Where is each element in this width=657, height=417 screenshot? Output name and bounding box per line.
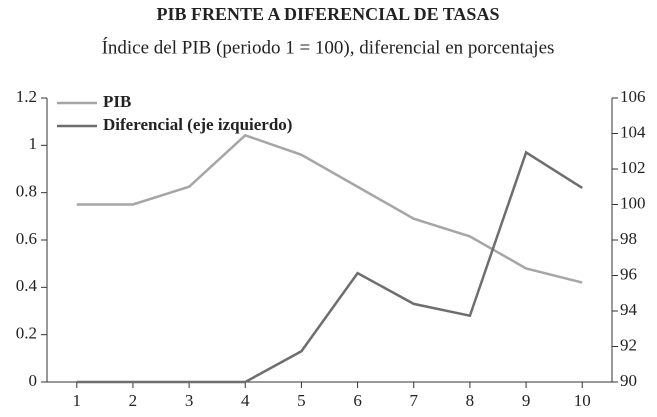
x-tick-label: 5 — [297, 391, 306, 410]
y-tick-label: 0 — [29, 371, 38, 390]
chart-title: PIB FRENTE A DIFERENCIAL DE TASAS — [157, 4, 500, 24]
y-tick-label: 0.4 — [16, 276, 38, 295]
x-tick-label: 3 — [185, 391, 194, 410]
chart-subtitle: Índice del PIB (periodo 1 = 100), difere… — [102, 36, 555, 58]
x-tick-label: 8 — [466, 391, 475, 410]
legend-label: Diferencial (eje izquierdo) — [103, 115, 292, 134]
y2-tick-label: 92 — [620, 335, 637, 354]
x-tick-label: 4 — [241, 391, 250, 410]
x-tick-label: 2 — [129, 391, 138, 410]
y2-tick-label: 98 — [620, 229, 637, 248]
x-tick-label: 6 — [353, 391, 362, 410]
legend-label: PIB — [103, 92, 131, 111]
y2-tick-label: 90 — [620, 371, 637, 390]
series-line — [76, 133, 583, 284]
series-line — [76, 150, 583, 384]
x-tick-label: 1 — [73, 391, 82, 410]
y-tick-label: 0.6 — [16, 229, 37, 248]
y2-tick-label: 104 — [620, 122, 646, 141]
y2-tick-label: 102 — [620, 158, 646, 177]
y-tick-label: 0.8 — [16, 182, 37, 201]
x-tick-label: 10 — [574, 391, 591, 410]
y2-tick-label: 106 — [620, 87, 646, 106]
x-tick-label: 9 — [522, 391, 531, 410]
y2-tick-label: 100 — [620, 193, 646, 212]
y2-tick-label: 96 — [620, 264, 637, 283]
y-tick-label: 1.2 — [16, 87, 37, 106]
x-tick-label: 7 — [409, 391, 418, 410]
y2-tick-label: 94 — [620, 300, 638, 319]
y-tick-label: 0.2 — [16, 324, 37, 343]
y-tick-label: 1 — [29, 134, 38, 153]
